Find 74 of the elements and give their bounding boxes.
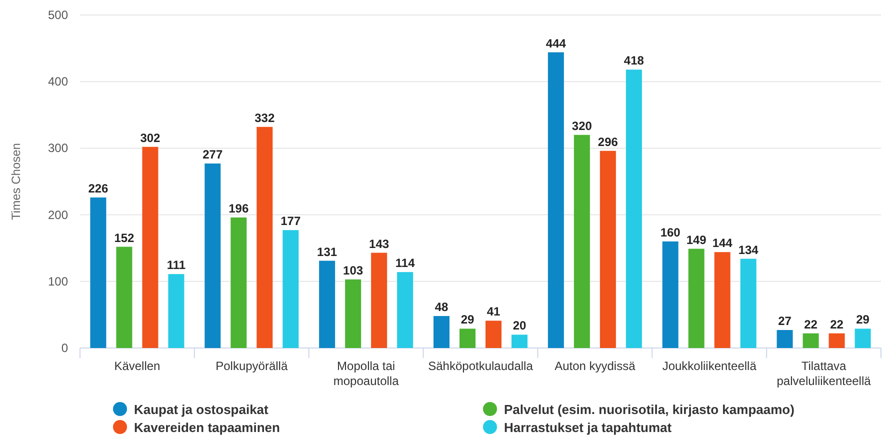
- legend-label: Palvelut (esim. nuorisotila, kirjasto kampaamo): [504, 402, 794, 417]
- data-label: 134: [738, 242, 759, 257]
- data-label: 226: [88, 181, 109, 196]
- bar: [282, 230, 299, 348]
- data-label: 22: [804, 317, 818, 332]
- data-label: 277: [202, 148, 223, 162]
- data-label: 143: [369, 236, 390, 251]
- bar: [256, 126, 273, 348]
- data-label: 20: [512, 318, 526, 333]
- x-tick-label: Kävellen: [114, 359, 160, 373]
- bar: [230, 217, 247, 348]
- bar: [688, 248, 704, 348]
- bar: [512, 334, 528, 348]
- y-tick-label: 400: [48, 74, 68, 89]
- x-tick-label: Polkupyörällä: [216, 359, 288, 373]
- legend-label: Harrastukset ja tapahtumat: [504, 420, 672, 435]
- data-label: 48: [434, 300, 448, 314]
- data-label: 131: [317, 244, 338, 259]
- data-label: 114: [395, 256, 416, 270]
- bar: [371, 252, 388, 348]
- data-label: 296: [598, 134, 618, 149]
- data-label: 152: [114, 230, 135, 245]
- data-label: 149: [686, 232, 707, 247]
- data-label: 22: [830, 317, 844, 332]
- bar: [142, 146, 158, 348]
- bar: [434, 316, 450, 348]
- data-label: 444: [546, 36, 566, 50]
- bar: [319, 260, 336, 348]
- bar: [828, 333, 845, 348]
- bar: [854, 328, 871, 348]
- bar: [626, 70, 642, 348]
- data-label: 177: [280, 214, 301, 228]
- bar: [345, 279, 362, 348]
- bar: [204, 164, 221, 348]
- bar: [90, 197, 106, 348]
- legend-label: Kaupat ja ostospaikat: [134, 402, 270, 417]
- x-tick-label: Mopolla tai mopoautolla: [333, 359, 400, 388]
- data-label: 103: [343, 263, 364, 278]
- y-tick-label: 100: [48, 274, 68, 288]
- x-tick-label: Sähköpotkulaudalla: [428, 359, 534, 373]
- data-label: 111: [166, 258, 186, 272]
- data-label: 41: [486, 304, 500, 319]
- bar: [168, 274, 184, 348]
- data-label: 196: [228, 201, 249, 216]
- bar: [486, 320, 502, 348]
- data-label: 302: [140, 130, 161, 145]
- x-tick-label: Auton kyydissä: [554, 359, 636, 373]
- data-label: 332: [254, 110, 275, 125]
- bar: [460, 328, 476, 348]
- x-tick-label: Joukkoliikenteellä: [662, 359, 757, 373]
- bar: [397, 272, 414, 348]
- bar: [548, 52, 564, 348]
- data-label: 29: [460, 312, 474, 327]
- x-tick-label: Tilattava palveluliikenteellä: [776, 359, 872, 388]
- data-label: 160: [660, 225, 681, 240]
- bar: [740, 258, 756, 348]
- y-tick-label: 0: [61, 341, 68, 355]
- y-axis-title: Times Chosen: [9, 143, 23, 220]
- bar: [714, 252, 730, 348]
- data-label: 144: [712, 236, 733, 250]
- y-tick-label: 500: [48, 8, 68, 22]
- bar: [600, 150, 616, 348]
- bar: [662, 241, 678, 348]
- data-label: 320: [572, 118, 592, 133]
- data-label: 29: [856, 312, 870, 327]
- y-tick-label: 300: [48, 141, 68, 156]
- data-label: 418: [624, 54, 644, 68]
- bar: [776, 330, 793, 348]
- bar: [574, 134, 590, 348]
- y-tick-label: 200: [48, 208, 68, 222]
- bar: [802, 333, 819, 348]
- bar: [116, 246, 132, 348]
- legend-label: Kavereiden tapaaminen: [134, 420, 280, 435]
- data-label: 27: [778, 314, 792, 328]
